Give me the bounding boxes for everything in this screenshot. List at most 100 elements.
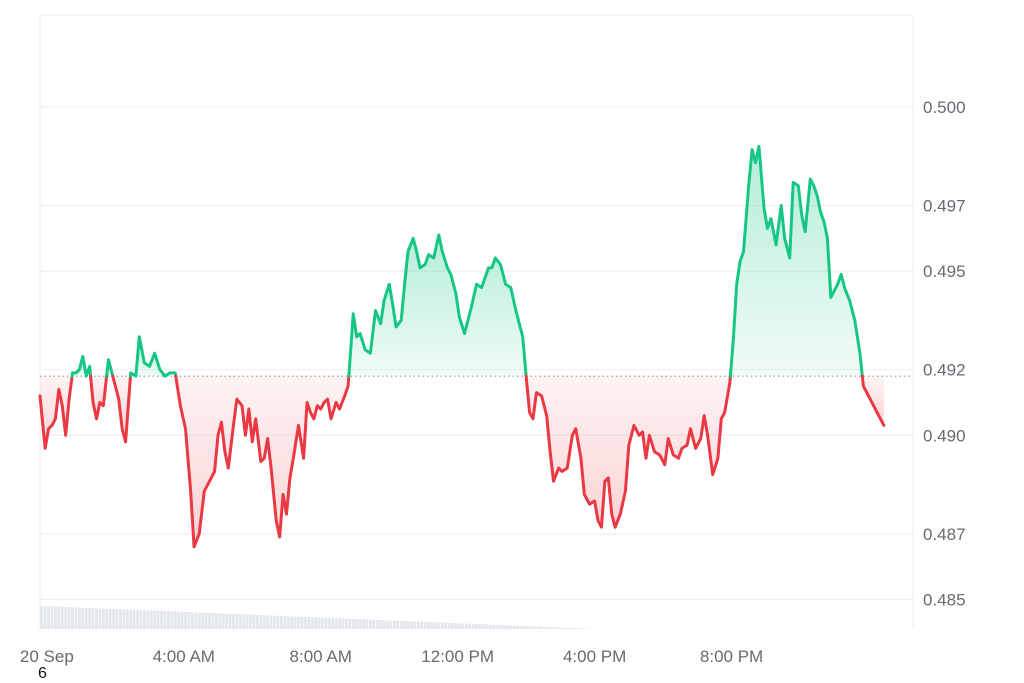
volume-bar <box>529 626 533 629</box>
volume-bar <box>64 607 68 629</box>
volume-bar <box>177 611 181 629</box>
volume-bar <box>221 613 225 629</box>
volume-bar <box>468 623 472 629</box>
volume-bar <box>478 624 482 629</box>
volume-bar <box>95 608 98 629</box>
volume-bar <box>420 621 424 629</box>
price-line-up <box>347 233 528 378</box>
volume-bar <box>379 620 383 629</box>
volume-bar <box>406 621 410 629</box>
volume-bar <box>235 614 239 629</box>
volume-bar <box>47 606 50 629</box>
area-fill-up <box>130 336 176 377</box>
volume-bar <box>286 616 290 629</box>
price-line-up <box>728 144 864 378</box>
volume-bar <box>238 614 242 629</box>
volume-bar <box>457 623 461 629</box>
volume-bar <box>338 618 341 629</box>
volume-bar <box>567 627 571 629</box>
volume-bar <box>259 615 263 629</box>
volume-bar <box>225 613 228 629</box>
y-tick-label: 0.495 <box>923 262 966 281</box>
volume-bar <box>557 627 561 629</box>
area-fills <box>40 146 884 547</box>
volume-bar <box>454 623 458 629</box>
volume-bar <box>577 628 581 629</box>
volume-bar <box>255 614 259 629</box>
volume-bar <box>382 620 386 629</box>
volume-bar <box>84 607 88 629</box>
price-line-up <box>105 358 115 378</box>
volume-bar <box>451 623 454 629</box>
volume-bar <box>536 626 540 629</box>
x-tick-label: 8:00 AM <box>290 647 352 666</box>
x-axis-labels: 20 Sep 4:00 AM 8:00 AM 12:00 PM 4:00 PM 8:00 … <box>20 647 763 666</box>
volume-bar <box>533 626 537 629</box>
volume-bar <box>57 606 61 629</box>
volume-bar <box>211 613 215 629</box>
volume-bar <box>190 612 194 629</box>
volume-bar <box>368 619 372 629</box>
volume-bar <box>228 613 232 629</box>
volume-bar <box>413 621 417 629</box>
volume-bar <box>149 610 153 629</box>
volume-bar <box>550 627 554 629</box>
volume-bar <box>512 625 516 629</box>
volume-bar <box>461 623 465 629</box>
volume-bar <box>485 624 489 629</box>
volume-bar <box>519 625 523 629</box>
volume-bar <box>119 609 122 629</box>
volume-bar <box>389 620 393 629</box>
x-tick-label: 8:00 PM <box>700 647 763 666</box>
volume-bar <box>334 618 338 629</box>
volume-bar <box>341 618 345 629</box>
volume-bar <box>546 626 550 629</box>
volume-bar <box>365 619 369 629</box>
volume-bar <box>197 612 201 629</box>
volume-bar <box>194 612 198 629</box>
volume-bar <box>153 610 157 629</box>
volume-bar <box>327 617 331 629</box>
volume-bar <box>252 614 256 629</box>
volume-bar <box>396 620 400 629</box>
volume-bar <box>204 612 208 629</box>
volume-bar <box>125 609 129 629</box>
volume-bar <box>509 625 513 629</box>
volume-bar <box>293 616 297 629</box>
volume-bar <box>283 616 287 629</box>
volume-bar <box>502 625 506 629</box>
volume-bar <box>471 623 475 629</box>
volume-bar <box>403 621 407 629</box>
volume-bar <box>430 622 434 629</box>
price-line-down <box>174 374 351 549</box>
volume-bar <box>423 621 427 629</box>
volume-bar <box>276 615 280 629</box>
volume-bar <box>440 622 444 629</box>
volume-bar <box>143 610 146 629</box>
volume-bar <box>232 613 235 629</box>
volume-bar <box>358 619 362 629</box>
volume-bar <box>570 627 574 629</box>
volume-bar <box>351 618 355 629</box>
volume-bar <box>331 618 335 629</box>
volume-bar <box>447 622 451 629</box>
volume-bar <box>245 614 249 629</box>
volume-bar <box>307 617 311 629</box>
volume-bar <box>543 626 547 629</box>
volume-bar <box>77 607 81 629</box>
volume-bar <box>348 618 352 629</box>
volume-bar <box>495 624 499 629</box>
volume-bar <box>40 606 44 629</box>
volume-bar <box>139 610 143 629</box>
volume-bar <box>505 625 509 629</box>
volume-bar <box>262 615 266 629</box>
volume-bar <box>43 606 47 629</box>
volume-bar <box>249 614 252 629</box>
price-line-down <box>524 374 732 529</box>
volume-bar <box>105 608 109 629</box>
volume-bar <box>386 620 389 629</box>
volume-bar <box>499 624 502 629</box>
volume-bar <box>581 628 585 629</box>
volume-bar <box>156 610 160 629</box>
volume-bar <box>492 624 496 629</box>
